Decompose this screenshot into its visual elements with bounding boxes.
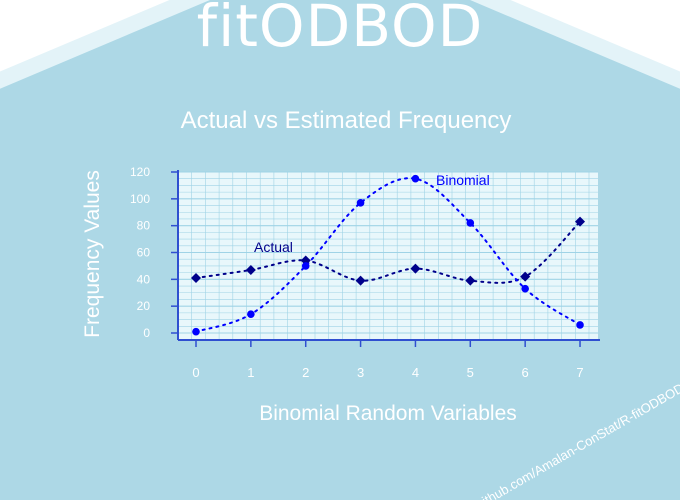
data-point-actual — [465, 275, 476, 286]
plot-area — [178, 172, 598, 340]
data-point-binomial — [247, 310, 255, 319]
series-label-binomial: Binomial — [436, 172, 490, 188]
y-tick-label: 40 — [137, 272, 151, 286]
data-point-actual — [245, 264, 256, 275]
series-points — [191, 174, 586, 336]
chart-title: Actual vs Estimated Frequency — [181, 107, 512, 134]
tick-labels: 0 20 40 60 80 100 120 0 1 2 3 4 5 6 7 — [130, 165, 584, 380]
data-point-binomial — [521, 284, 529, 293]
x-tick-label: 1 — [247, 365, 254, 380]
data-point-actual — [410, 263, 421, 274]
data-point-actual — [520, 271, 531, 282]
x-tick-label: 7 — [576, 365, 583, 380]
x-tick-label: 3 — [357, 365, 364, 380]
data-point-actual — [191, 272, 201, 283]
data-point-actual — [355, 275, 366, 286]
series-label-actual: Actual — [254, 239, 293, 255]
data-point-binomial — [466, 219, 475, 227]
series-line-binomial — [195, 177, 582, 333]
y-tick-label: 100 — [130, 192, 150, 206]
axes — [171, 170, 600, 347]
y-tick-label: 120 — [130, 165, 150, 179]
y-tick-label: 0 — [143, 326, 150, 340]
y-tick-label: 20 — [137, 299, 151, 313]
x-tick-label: 5 — [467, 365, 474, 380]
x-tick-label: 0 — [192, 365, 199, 380]
y-tick-label: 80 — [137, 219, 151, 233]
y-axis-label: Frequency Values — [81, 170, 104, 338]
x-tick-label: 2 — [302, 365, 309, 380]
data-point-actual — [575, 216, 586, 227]
sticker-title: fitODBOD — [196, 0, 484, 60]
data-point-binomial — [301, 262, 310, 270]
data-point-binomial — [356, 199, 365, 207]
series-labels: Actual Binomial — [254, 172, 490, 255]
x-tick-label: 4 — [412, 365, 419, 380]
x-axis-label: Binomial Random Variables — [259, 402, 517, 425]
grid-lines — [177, 171, 598, 340]
y-tick-label: 60 — [137, 246, 151, 260]
x-tick-label: 6 — [522, 365, 529, 380]
data-point-binomial — [576, 321, 584, 329]
data-point-binomial — [411, 174, 420, 183]
data-point-actual — [300, 255, 311, 266]
data-point-binomial — [192, 327, 200, 336]
